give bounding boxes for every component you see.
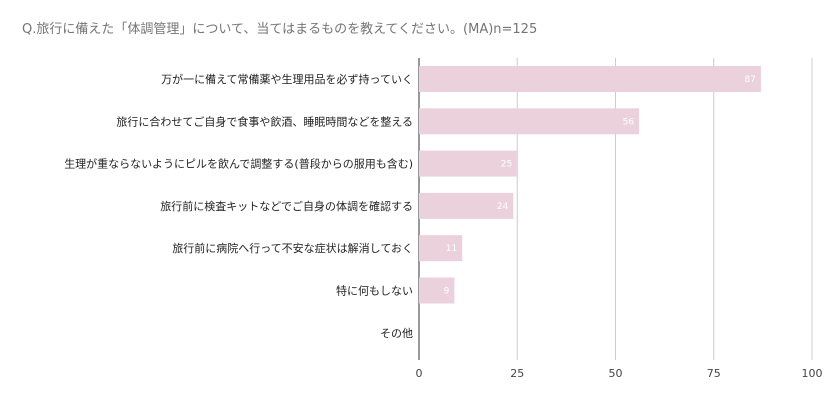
data-label: 11: [446, 244, 457, 254]
data-label: 9: [444, 287, 450, 297]
x-tick-label: 100: [802, 367, 823, 380]
category-label: 生理が重ならないようにピルを飲んで調整する(普段からの服用も含む): [64, 157, 413, 171]
category-label: 特に何もしない: [336, 284, 413, 298]
label-layer: 0 25 50 75 100 万が一に備えて常備薬や生理用品を必ず持っていく 87 旅行に合わ…: [64, 72, 822, 380]
x-tick-label: 50: [609, 367, 623, 380]
data-label: 25: [501, 160, 512, 170]
bar: [419, 277, 455, 304]
category-label: 旅行前に検査キットなどでご自身の体調を確認する: [160, 199, 413, 213]
x-tick-label: 25: [510, 367, 524, 380]
x-tick-label: 75: [707, 367, 721, 380]
bar: [419, 192, 514, 219]
chart-title: Q.旅行に備えた「体調管理」について、当てはまるものを教えてください。(MA)n…: [22, 22, 538, 37]
category-label: その他: [380, 327, 413, 340]
bar: [419, 108, 640, 135]
category-label: 旅行に合わせてご自身で食事や飲酒、睡眠時間などを整える: [116, 114, 413, 128]
bar-layer: [419, 66, 761, 304]
bar: [419, 235, 463, 262]
data-label: 56: [623, 117, 635, 127]
data-label: 24: [497, 202, 509, 212]
x-tick-label: 0: [416, 367, 423, 380]
data-label: 87: [744, 75, 755, 85]
category-label: 旅行前に病院へ行って不安な症状は解消しておく: [172, 241, 413, 255]
category-label: 万が一に備えて常備薬や生理用品を必ず持っていく: [161, 72, 413, 86]
bar: [419, 66, 761, 92]
bar: [419, 150, 518, 177]
